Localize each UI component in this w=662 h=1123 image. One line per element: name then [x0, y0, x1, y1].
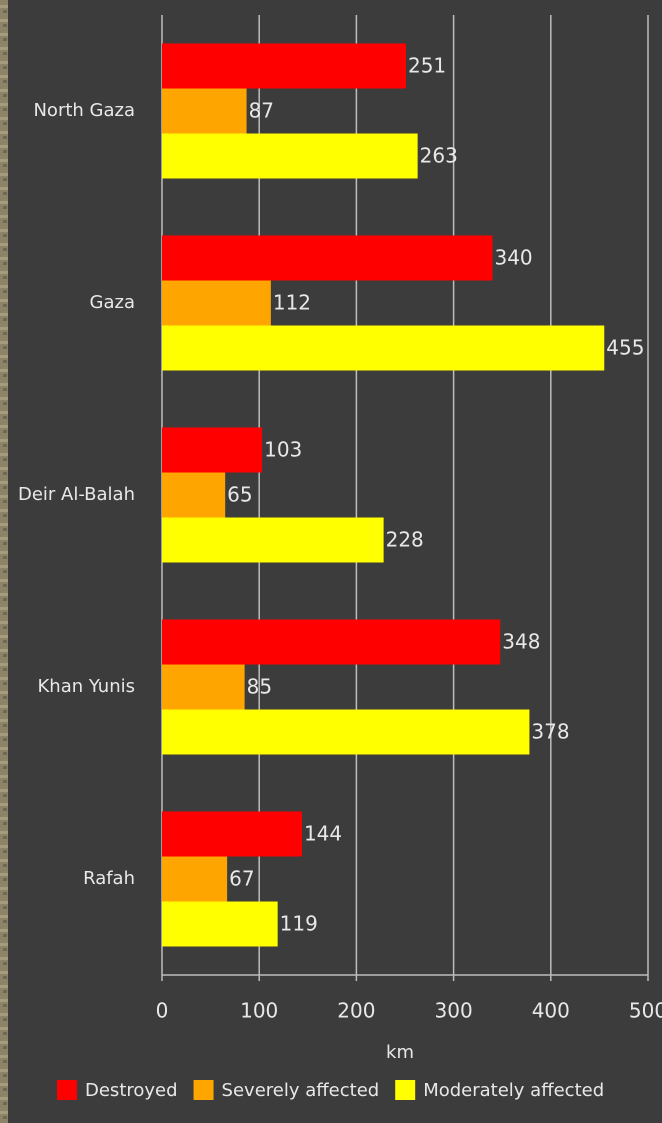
bar: [162, 325, 605, 371]
x-tick-label: 300: [435, 999, 473, 1023]
value-label: 378: [531, 720, 569, 744]
value-label: 251: [408, 54, 446, 78]
legend-swatch: [395, 1080, 416, 1100]
bar: [162, 472, 226, 518]
bar: [162, 664, 245, 710]
value-label: 340: [494, 246, 532, 270]
x-tick-label: 100: [240, 999, 278, 1023]
bar: [162, 709, 530, 755]
x-tick-label: 0: [156, 999, 169, 1023]
value-label: 67: [229, 867, 254, 891]
bar: [162, 517, 384, 563]
value-label: 87: [249, 99, 274, 123]
bar: [162, 856, 228, 902]
value-label: 144: [304, 822, 342, 846]
bar: [162, 235, 493, 281]
x-axis-label: km: [386, 1042, 414, 1063]
legend-swatch: [57, 1080, 77, 1100]
legend-label: Destroyed: [85, 1080, 178, 1101]
y-tick-label: Deir Al-Balah: [18, 484, 135, 505]
legend-label: Severely affected: [222, 1080, 380, 1101]
x-tick-label: 500: [629, 999, 662, 1023]
bar: [162, 619, 501, 665]
legend-label: Moderately affected: [423, 1080, 604, 1101]
y-tick-label: Gaza: [90, 292, 135, 313]
value-label: 65: [227, 483, 252, 507]
value-label: 455: [606, 336, 644, 360]
bar: [162, 280, 271, 326]
value-label: 348: [502, 630, 540, 654]
value-label: 85: [247, 675, 272, 699]
bar: [162, 811, 302, 857]
bar: [162, 901, 278, 947]
bar: [162, 133, 418, 179]
value-label: 112: [273, 291, 311, 315]
y-tick-label: Khan Yunis: [38, 676, 136, 697]
value-label: 119: [280, 912, 318, 936]
y-tick-label: Rafah: [83, 868, 135, 889]
bar: [162, 427, 263, 473]
value-label: 103: [264, 438, 302, 462]
y-tick-label: North Gaza: [33, 100, 135, 121]
bar: [162, 88, 247, 134]
value-label: 263: [420, 144, 458, 168]
value-label: 228: [386, 528, 424, 552]
legend-swatch: [193, 1080, 214, 1100]
x-tick-label: 200: [337, 999, 375, 1023]
map-strip: [0, 0, 8, 1123]
bar: [162, 43, 406, 89]
x-tick-label: 400: [532, 999, 570, 1023]
